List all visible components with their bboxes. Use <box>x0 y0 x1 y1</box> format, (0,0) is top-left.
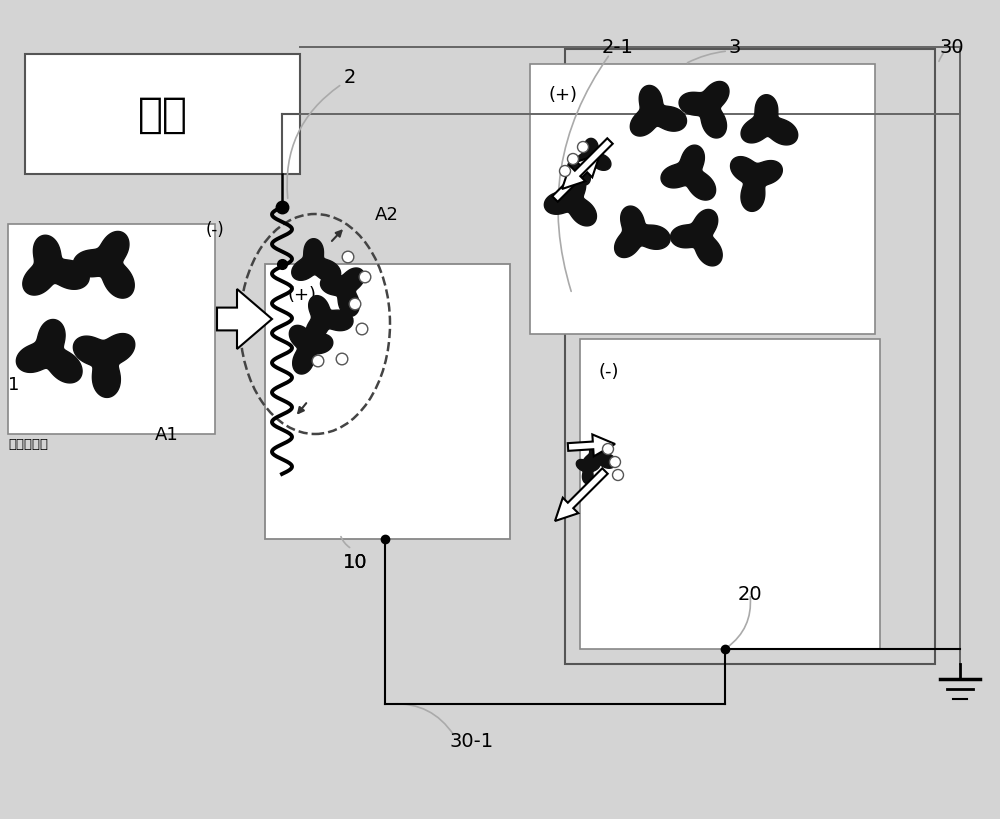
Polygon shape <box>583 441 616 469</box>
Polygon shape <box>217 290 272 350</box>
Polygon shape <box>568 157 593 186</box>
Polygon shape <box>73 232 134 299</box>
FancyBboxPatch shape <box>530 65 875 335</box>
Text: 1: 1 <box>8 376 19 393</box>
Text: 2: 2 <box>344 69 356 88</box>
FancyBboxPatch shape <box>25 55 300 174</box>
Circle shape <box>578 143 588 153</box>
Text: (-): (-) <box>206 221 224 238</box>
Circle shape <box>336 354 348 365</box>
Polygon shape <box>292 239 341 283</box>
Text: (-): (-) <box>598 363 618 381</box>
Text: A1: A1 <box>155 426 179 443</box>
FancyBboxPatch shape <box>265 265 510 540</box>
Circle shape <box>342 252 354 264</box>
Circle shape <box>610 457 620 468</box>
Polygon shape <box>576 460 600 484</box>
Polygon shape <box>544 174 596 227</box>
Text: A2: A2 <box>375 206 399 224</box>
Text: 2-1: 2-1 <box>602 38 634 57</box>
Polygon shape <box>575 139 611 171</box>
Text: 20: 20 <box>738 585 762 604</box>
FancyBboxPatch shape <box>580 340 880 649</box>
FancyBboxPatch shape <box>8 224 215 434</box>
Circle shape <box>602 444 614 455</box>
Circle shape <box>560 166 570 177</box>
Circle shape <box>359 272 371 283</box>
Polygon shape <box>568 435 615 457</box>
Text: 30-1: 30-1 <box>450 731 494 750</box>
Polygon shape <box>741 96 798 146</box>
Text: 30: 30 <box>940 38 964 57</box>
Polygon shape <box>671 210 722 266</box>
Polygon shape <box>679 83 729 138</box>
Text: 被污染空气: 被污染空气 <box>8 437 48 450</box>
Polygon shape <box>289 326 333 374</box>
Polygon shape <box>73 334 135 398</box>
Text: 3: 3 <box>729 38 741 57</box>
Text: 电源: 电源 <box>138 94 188 136</box>
Polygon shape <box>552 155 600 202</box>
Polygon shape <box>615 207 670 258</box>
Polygon shape <box>731 157 782 212</box>
Circle shape <box>568 154 578 165</box>
Polygon shape <box>23 236 89 296</box>
Polygon shape <box>630 86 687 137</box>
Polygon shape <box>562 139 613 190</box>
Polygon shape <box>320 269 364 317</box>
Text: 10: 10 <box>343 552 367 572</box>
Circle shape <box>312 355 324 368</box>
Polygon shape <box>16 320 82 383</box>
Polygon shape <box>306 296 353 341</box>
Text: 10: 10 <box>343 552 367 572</box>
Circle shape <box>356 324 368 336</box>
Text: (+): (+) <box>287 286 316 304</box>
Polygon shape <box>661 146 716 201</box>
Circle shape <box>349 299 361 310</box>
Polygon shape <box>555 468 608 522</box>
Circle shape <box>612 470 624 481</box>
Text: (+): (+) <box>548 86 577 104</box>
